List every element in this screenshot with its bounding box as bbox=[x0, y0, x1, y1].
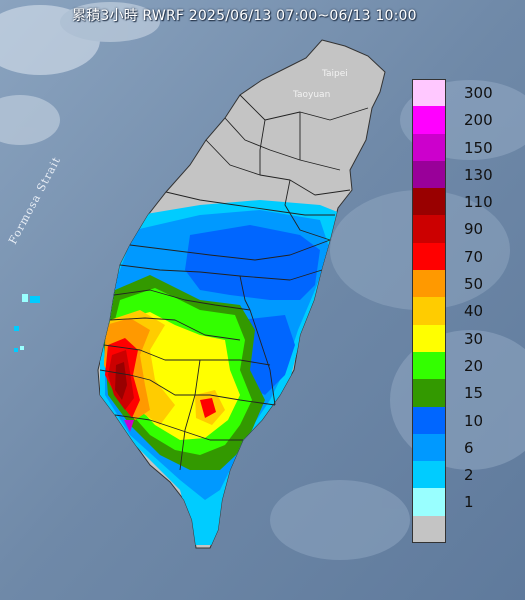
legend-swatch bbox=[412, 461, 446, 489]
legend-label: 40 bbox=[464, 302, 484, 321]
legend-swatch bbox=[412, 515, 446, 544]
legend-swatch bbox=[412, 242, 446, 271]
legend-label: 30 bbox=[464, 329, 484, 348]
legend-label: 110 bbox=[464, 193, 493, 212]
legend-row: 90 bbox=[412, 215, 522, 243]
legend-row: 2 bbox=[412, 461, 522, 489]
legend-label: 15 bbox=[464, 384, 484, 403]
legend-label: 1 bbox=[464, 493, 474, 512]
legend-swatch bbox=[412, 160, 446, 189]
legend-row: 70 bbox=[412, 242, 522, 271]
legend-swatch bbox=[412, 79, 446, 107]
legend-swatch bbox=[412, 351, 446, 380]
legend-swatch bbox=[412, 297, 446, 325]
legend-swatch bbox=[412, 188, 446, 216]
legend-swatch bbox=[412, 379, 446, 407]
legend-swatch bbox=[412, 133, 446, 161]
county-boundaries bbox=[99, 94, 369, 471]
legend-label: 150 bbox=[464, 138, 493, 157]
legend-swatch bbox=[412, 270, 446, 298]
legend-label: 200 bbox=[464, 111, 493, 130]
legend-row: 50 bbox=[412, 270, 522, 298]
legend-row: 6 bbox=[412, 433, 522, 462]
legend-swatch bbox=[412, 433, 446, 462]
legend-label: 130 bbox=[464, 165, 493, 184]
legend-row: 10 bbox=[412, 406, 522, 434]
legend-row: 110 bbox=[412, 188, 522, 216]
legend-swatch bbox=[412, 488, 446, 516]
legend-label: 50 bbox=[464, 275, 484, 294]
legend-label: 70 bbox=[464, 247, 484, 266]
rainfall-layers bbox=[100, 200, 345, 545]
legend-row: 300 bbox=[412, 79, 522, 107]
legend-row: 130 bbox=[412, 160, 522, 189]
legend-label: 2 bbox=[464, 466, 474, 485]
legend-row: 15 bbox=[412, 379, 522, 407]
offshore-rain-cells bbox=[14, 294, 40, 352]
legend-swatch bbox=[412, 406, 446, 434]
rainfall-legend: 300 200 150 130 110 90 70 50 40 30 20 15 10 6 2 1 bbox=[412, 79, 522, 544]
legend-row: 150 bbox=[412, 133, 522, 161]
map-title: 累積3小時 RWRF 2025/06/13 07:00~06/13 10:00 bbox=[72, 8, 417, 24]
legend-label: 300 bbox=[464, 84, 493, 102]
legend-label: 20 bbox=[464, 356, 484, 375]
city-label-taipei: Taipei bbox=[321, 69, 348, 79]
legend-label: 6 bbox=[464, 438, 474, 457]
legend-row: 1 bbox=[412, 488, 522, 516]
legend-row: 40 bbox=[412, 297, 522, 325]
legend-swatch bbox=[412, 324, 446, 352]
city-label-taoyuan: Taoyuan bbox=[292, 90, 330, 100]
legend-row bbox=[412, 515, 522, 544]
legend-label: 10 bbox=[464, 411, 484, 430]
legend-row: 20 bbox=[412, 351, 522, 380]
legend-swatch bbox=[412, 215, 446, 243]
legend-swatch bbox=[412, 106, 446, 134]
legend-row: 200 bbox=[412, 106, 522, 134]
legend-label: 90 bbox=[464, 220, 484, 239]
legend-row: 30 bbox=[412, 324, 522, 352]
